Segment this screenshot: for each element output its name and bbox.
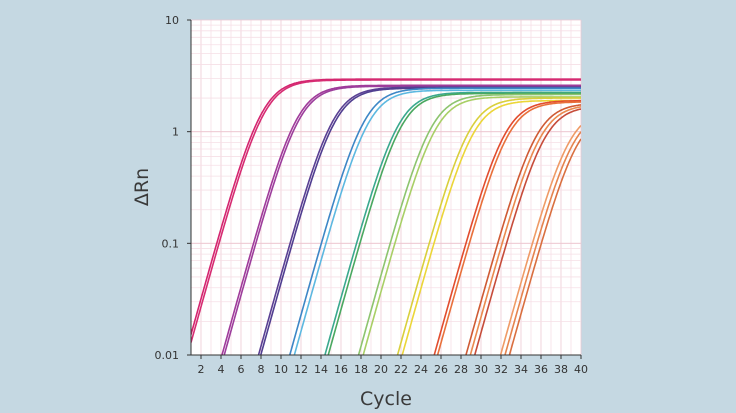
- x-tick-label: 18: [354, 363, 368, 376]
- x-tick-label: 12: [294, 363, 308, 376]
- amplification-curve-12: [362, 96, 581, 355]
- x-tick-label: 2: [198, 363, 205, 376]
- x-tick-label: 8: [258, 363, 265, 376]
- x-tick-label: 16: [334, 363, 348, 376]
- amplification-curve-8: [293, 89, 581, 355]
- y-tick-label: 1: [172, 126, 179, 139]
- x-tick-labels: 2 4 6 8 10 12 14 16 18 20 22 24 26 28 30 32 34 36 38 40: [198, 363, 589, 376]
- axes: [187, 19, 582, 359]
- x-tick-label: 6: [238, 363, 245, 376]
- x-tick-label: 34: [514, 363, 528, 376]
- amplification-curve-7: [288, 87, 581, 355]
- x-axis-title: Cycle: [360, 388, 412, 410]
- y-tick-label: 0.1: [162, 237, 180, 250]
- amplification-curve-16: [436, 101, 581, 355]
- x-tick-label: 20: [374, 363, 388, 376]
- y-tick-label: 0.01: [155, 349, 180, 362]
- curves: [191, 78, 581, 355]
- y-tick-label: 10: [165, 14, 179, 27]
- y-axis-title: ΔRn: [131, 168, 153, 206]
- amplification-curve-19: [473, 108, 581, 355]
- amplification-curve-17: [465, 104, 581, 355]
- x-tick-label: 40: [574, 363, 588, 376]
- amplification-curve-14: [401, 99, 581, 355]
- x-tick-label: 14: [314, 363, 328, 376]
- x-tick-label: 28: [454, 363, 468, 376]
- amplification-curve-10: [327, 92, 581, 355]
- x-tick-label: 38: [554, 363, 568, 376]
- y-tick-labels: 0.01 0.1 1 10: [155, 14, 180, 362]
- amplification-curve-11: [357, 93, 581, 355]
- amplification-curve-5: [257, 86, 581, 355]
- x-tick-label: 30: [474, 363, 488, 376]
- x-tick-label: 24: [414, 363, 428, 376]
- amplification-curve-18: [469, 106, 581, 355]
- x-tick-label: 4: [218, 363, 225, 376]
- amplification-curve-15: [433, 99, 581, 355]
- plot-area: [191, 20, 581, 355]
- amplification-curve-21: [504, 131, 581, 355]
- x-tick-label: 32: [494, 363, 508, 376]
- amplification-curve-20: [499, 125, 581, 355]
- amplification-curve-3: [221, 84, 581, 355]
- amplification-curve-9: [324, 91, 581, 355]
- x-tick-label: 26: [434, 363, 448, 376]
- x-tick-label: 36: [534, 363, 548, 376]
- x-tick-label: 22: [394, 363, 408, 376]
- x-tick-label: 10: [274, 363, 288, 376]
- amplification-curve-4: [223, 85, 581, 355]
- amplification-curve-2: [191, 79, 581, 343]
- amplification-curve-22: [508, 138, 581, 355]
- amplification-curve-13: [396, 97, 581, 355]
